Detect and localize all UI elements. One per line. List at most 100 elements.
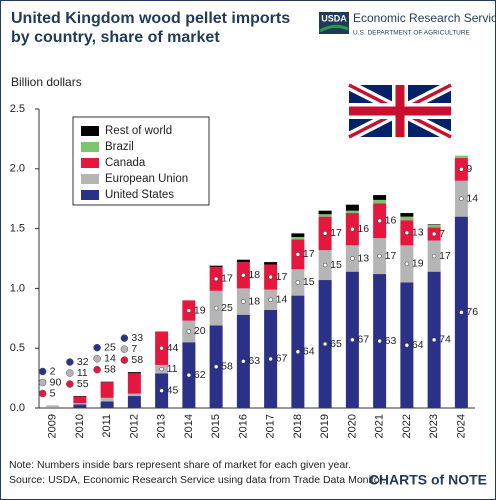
share-label: 18 bbox=[248, 295, 260, 307]
x-tick-label: 2010 bbox=[74, 414, 86, 438]
bar-segment bbox=[127, 372, 141, 374]
share-label: 14 bbox=[276, 294, 288, 306]
share-dot bbox=[186, 308, 192, 313]
legend-label: Canada bbox=[105, 157, 146, 169]
share-label: 58 bbox=[221, 361, 233, 373]
share-dot bbox=[159, 388, 164, 393]
share-dot bbox=[404, 342, 410, 348]
share-label: 16 bbox=[357, 223, 369, 235]
bar-segment bbox=[73, 396, 87, 404]
share-dot bbox=[431, 337, 437, 343]
share-label: 25 bbox=[221, 302, 233, 314]
share-label: 67 bbox=[357, 334, 369, 346]
y-tick-label: 1.0 bbox=[10, 282, 25, 294]
share-dot bbox=[241, 272, 246, 278]
legend-label: Brazil bbox=[105, 141, 134, 153]
bar-segment bbox=[318, 214, 332, 217]
bar-segment bbox=[100, 382, 114, 398]
x-tick-label: 2013 bbox=[156, 414, 168, 438]
share-dot bbox=[268, 297, 273, 303]
bar-segment bbox=[318, 210, 332, 215]
bar-segment bbox=[373, 195, 387, 200]
share-label: 67 bbox=[276, 353, 288, 365]
share-dot bbox=[268, 274, 273, 280]
x-tick-label: 2019 bbox=[319, 414, 331, 438]
share-label: 55 bbox=[77, 378, 89, 390]
share-dot bbox=[377, 218, 382, 224]
share-dot bbox=[350, 226, 355, 232]
x-tick-label: 2011 bbox=[101, 414, 113, 438]
share-label: 17 bbox=[385, 250, 397, 262]
share-dot bbox=[268, 356, 273, 362]
x-tick-label: 2022 bbox=[401, 414, 413, 438]
share-dot bbox=[38, 378, 47, 387]
x-tick-label: 2016 bbox=[237, 414, 249, 438]
bar-segment bbox=[427, 224, 441, 226]
legend-swatch bbox=[81, 174, 99, 184]
bar-segment bbox=[73, 403, 87, 405]
source: Source: USDA, Economic Research Service … bbox=[9, 474, 386, 486]
y-tick-label: 0.0 bbox=[10, 402, 25, 414]
bar-segment bbox=[400, 216, 414, 221]
bar-segment bbox=[127, 393, 141, 397]
share-label: 58 bbox=[131, 354, 143, 366]
legend-label: European Union bbox=[105, 173, 188, 185]
bar-segment bbox=[100, 401, 114, 408]
bar-segment bbox=[400, 213, 414, 217]
share-dot bbox=[120, 356, 129, 364]
share-label: 20 bbox=[194, 325, 206, 337]
share-dot bbox=[295, 252, 301, 257]
share-dot bbox=[459, 167, 464, 172]
share-dot bbox=[120, 334, 129, 342]
usda-swoosh bbox=[319, 24, 349, 33]
share-label: 2 bbox=[50, 365, 56, 377]
share-dot bbox=[93, 365, 101, 374]
bar-segment bbox=[127, 396, 141, 408]
legend-swatch bbox=[81, 142, 99, 152]
uk-flag bbox=[346, 80, 454, 142]
share-dot bbox=[186, 372, 192, 378]
share-label: 65 bbox=[330, 338, 342, 350]
bar-segment bbox=[291, 236, 305, 240]
chart-title: United Kingdom wood pellet imports by co… bbox=[11, 10, 291, 46]
share-label: 76 bbox=[466, 306, 478, 318]
share-label: 7 bbox=[131, 343, 137, 355]
share-dot bbox=[213, 364, 219, 369]
legend-label: United States bbox=[105, 189, 174, 201]
share-dot bbox=[295, 349, 301, 355]
share-label: 11 bbox=[77, 367, 88, 379]
share-dot bbox=[404, 230, 410, 236]
share-label: 15 bbox=[303, 276, 315, 288]
bar-segment bbox=[264, 262, 278, 265]
share-label: 17 bbox=[276, 271, 288, 283]
share-label: 58 bbox=[104, 363, 116, 375]
share-label: 64 bbox=[303, 346, 315, 358]
note: Note: Numbers inside bars represent shar… bbox=[9, 459, 351, 471]
share-label: 17 bbox=[439, 250, 451, 262]
share-label: 64 bbox=[412, 339, 424, 351]
bar-segment bbox=[345, 210, 359, 214]
usda-logo: USDA bbox=[321, 13, 347, 23]
share-dot bbox=[186, 329, 192, 334]
legend-swatch bbox=[81, 190, 99, 200]
y-tick-label: 0.5 bbox=[10, 342, 25, 354]
share-label: 32 bbox=[77, 356, 89, 368]
y-tick-label: 1.5 bbox=[10, 223, 25, 235]
share-dot bbox=[38, 367, 47, 376]
bar-segment bbox=[100, 381, 114, 383]
x-tick-label: 2014 bbox=[183, 414, 195, 438]
share-dot bbox=[295, 280, 301, 285]
bar-segment bbox=[236, 259, 250, 263]
x-tick-label: 2021 bbox=[374, 414, 386, 438]
share-dot bbox=[404, 261, 410, 267]
share-dot bbox=[159, 366, 164, 372]
bar-segment bbox=[427, 225, 441, 228]
legend-swatch bbox=[81, 126, 99, 136]
share-dot bbox=[213, 305, 219, 311]
bar-segment bbox=[46, 405, 60, 408]
legend-swatch bbox=[81, 158, 99, 168]
x-tick-label: 2023 bbox=[428, 414, 440, 438]
y-tick-label: 2.5 bbox=[10, 103, 25, 115]
x-tick-label: 2015 bbox=[210, 414, 222, 438]
share-label: 13 bbox=[412, 227, 424, 239]
